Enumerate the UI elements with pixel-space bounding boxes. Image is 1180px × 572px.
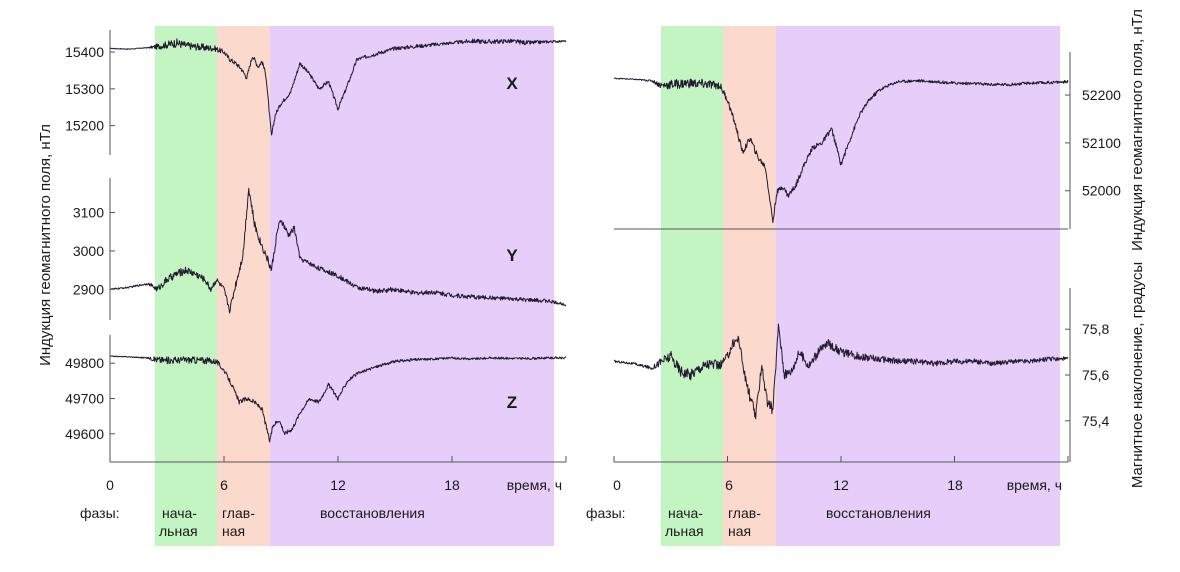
right-phase-main-line1: глав-: [728, 505, 761, 521]
left-x-tick-label-6: 6: [220, 477, 228, 493]
left-phase-band-initial: [155, 26, 217, 546]
left-x-tick-label-0: 0: [106, 477, 114, 493]
z-component-y-tick-label-0: 49600: [65, 426, 104, 442]
right-x-tick-label-18: 18: [947, 477, 963, 493]
right-series-group: [613, 77, 1069, 420]
series-line-x-component: [110, 38, 567, 136]
y-component-y-tick-label-1: 3000: [73, 243, 104, 259]
right-y-axis-title-top: Индукция геомагнитного поля, нТл: [1129, 9, 1146, 251]
z-component-y-tick-label-2: 49800: [65, 355, 104, 371]
inclination-y-tick-label-1: 75,6: [1082, 367, 1109, 383]
right-phase-band-recovery: [776, 26, 1060, 546]
left-phase-caption: фазы:: [80, 505, 120, 521]
series-label-z: Z: [507, 393, 517, 412]
total-induction-y-tick-label-2: 52200: [1082, 87, 1121, 103]
y-component-y-tick-label-2: 3100: [73, 205, 104, 221]
left-x-tick-label-18: 18: [444, 477, 460, 493]
total-induction-y-tick-label-0: 52000: [1082, 183, 1121, 199]
left-phase-main-line1: глав-: [222, 505, 255, 521]
inclination-y-tick-label-2: 75,8: [1082, 321, 1109, 337]
right-panel: 0 6 12 18 время, ч Индукция геомагнитног…: [586, 9, 1146, 546]
right-x-tick-label-6: 6: [725, 477, 733, 493]
left-phase-initial-line2: льная: [159, 523, 198, 539]
right-phase-recovery: восстановления: [826, 505, 931, 521]
inclination-y-tick-label-0: 75,4: [1082, 413, 1109, 429]
left-y-axis-title: Индукция геомагнитного поля, нТл: [37, 124, 54, 366]
left-phase-recovery: восстановления: [320, 505, 425, 521]
left-x-tick-label-12: 12: [330, 477, 346, 493]
z-component-y-tick-label-1: 49700: [65, 391, 104, 407]
series-line-y-component: [109, 187, 566, 314]
left-panel: 0 6 12 18 время, ч Индукция геомагнитног…: [37, 26, 567, 546]
x-component-y-tick-label-2: 15400: [65, 44, 104, 60]
left-phase-band-recovery: [270, 26, 554, 546]
y-component-y-tick-label-0: 2900: [73, 281, 104, 297]
right-phase-main-line2: ная: [728, 523, 751, 539]
series-label-y: Y: [506, 246, 518, 265]
right-phase-band-main: [723, 26, 776, 546]
series-label-x: X: [506, 74, 518, 93]
right-phase-initial-line1: нача-: [668, 505, 703, 521]
right-y-axis-title-bottom: Магнитное наклонение, градусы: [1129, 262, 1146, 488]
left-phase-band-main: [217, 26, 270, 546]
left-phase-main-line2: ная: [222, 523, 245, 539]
series-line-total-induction: [613, 77, 1069, 224]
right-x-axis-title: время, ч: [1007, 477, 1062, 493]
left-series-group: [109, 38, 567, 443]
left-x-axis-title: время, ч: [507, 477, 562, 493]
x-component-y-tick-label-1: 15300: [65, 81, 104, 97]
series-line-z-component: [109, 355, 567, 443]
right-x-tick-label-0: 0: [613, 477, 621, 493]
right-phase-caption: фазы:: [586, 505, 626, 521]
x-component-y-tick-label-0: 15200: [65, 118, 104, 134]
right-phase-band-initial: [661, 26, 723, 546]
right-x-tick-label-12: 12: [833, 477, 849, 493]
series-line-inclination: [613, 323, 1069, 420]
right-phase-initial-line2: льная: [665, 523, 704, 539]
left-phase-initial-line1: нача-: [162, 505, 197, 521]
total-induction-y-tick-label-1: 52100: [1082, 135, 1121, 151]
